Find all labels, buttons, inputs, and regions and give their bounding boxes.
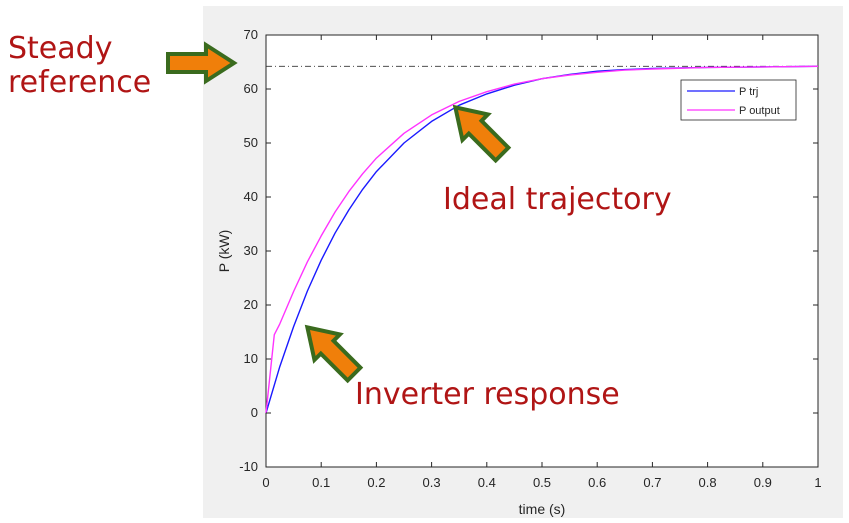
- y-tick-label: 40: [244, 189, 258, 204]
- y-tick-label: 0: [251, 405, 258, 420]
- series-line-p-output: [265, 65, 819, 414]
- x-tick-label: 0.3: [423, 475, 441, 490]
- legend-label-p-output: P output: [739, 105, 780, 117]
- x-tick-label: 0.5: [533, 475, 551, 490]
- y-tick-label: -10: [239, 459, 258, 474]
- callout-steady-line2: reference: [8, 65, 152, 100]
- y-tick-label: 50: [244, 135, 258, 150]
- x-tick-label: 0.1: [312, 475, 330, 490]
- x-tick-label: 0.4: [478, 475, 496, 490]
- callout-ideal-trajectory: Ideal trajectory: [443, 182, 672, 217]
- callout-steady-line1: Steady: [8, 31, 113, 66]
- legend-label-p-trj: P trj: [739, 86, 758, 98]
- steady-reference-arrow: [166, 41, 238, 85]
- x-tick-label: 0.9: [754, 475, 772, 490]
- arrow-layer: [166, 41, 512, 384]
- x-axis-label: time (s): [519, 501, 566, 517]
- x-tick-label: 0.6: [588, 475, 606, 490]
- legend: P trj P output: [680, 79, 797, 121]
- y-axis-label: P (kW): [216, 230, 232, 273]
- x-tick-label: 0: [262, 475, 269, 490]
- y-tick-label: 10: [244, 351, 258, 366]
- tick-layer: 0 0.1 0.2 0.3 0.4 0.5 0.6 0.7 0.8 0.9 1 -10 0 10 20 30 4…: [239, 27, 821, 490]
- x-tick-label: 0.8: [699, 475, 717, 490]
- series-layer: [265, 65, 819, 414]
- inverter-response-arrow: [304, 324, 364, 384]
- y-tick-label: 20: [244, 297, 258, 312]
- callout-inverter-response: Inverter response: [355, 377, 620, 412]
- y-tick-label: 60: [244, 81, 258, 96]
- ideal-trajectory-arrow: [452, 104, 512, 164]
- y-tick-label: 30: [244, 243, 258, 258]
- callout-steady-reference: Steady reference: [8, 32, 151, 100]
- x-tick-label: 1: [814, 475, 821, 490]
- legend-box: [680, 79, 797, 121]
- x-tick-label: 0.2: [367, 475, 385, 490]
- x-tick-label: 0.7: [643, 475, 661, 490]
- y-tick-label: 70: [244, 27, 258, 42]
